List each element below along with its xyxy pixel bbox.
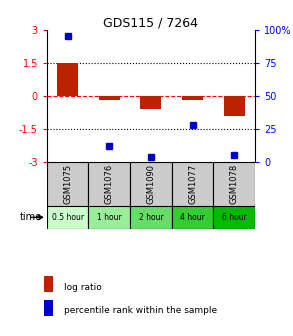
Text: time: time	[20, 212, 42, 222]
Bar	[141, 96, 161, 109]
Text: GSM1076: GSM1076	[105, 164, 114, 204]
Text: 1 hour: 1 hour	[97, 213, 122, 222]
Text: percentile rank within the sample: percentile rank within the sample	[64, 306, 218, 315]
Text: 6 hour: 6 hour	[222, 213, 246, 222]
Bar	[213, 162, 255, 206]
Bar	[99, 96, 120, 100]
Text: 4 hour: 4 hour	[180, 213, 205, 222]
Bar	[88, 162, 130, 206]
Bar	[172, 162, 213, 206]
Bar	[172, 206, 213, 229]
Text: 0.5 hour: 0.5 hour	[52, 213, 84, 222]
Text: GSM1075: GSM1075	[63, 164, 72, 204]
Bar	[213, 206, 255, 229]
Text: GSM1078: GSM1078	[230, 164, 239, 204]
Title: GDS115 / 7264: GDS115 / 7264	[103, 16, 198, 29]
Text: GSM1077: GSM1077	[188, 164, 197, 204]
Text: GSM1090: GSM1090	[146, 164, 155, 204]
Bar	[130, 206, 172, 229]
Text: log ratio: log ratio	[64, 283, 102, 292]
Bar	[130, 162, 172, 206]
Text: 2 hour: 2 hour	[139, 213, 163, 222]
Bar	[88, 206, 130, 229]
Bar	[47, 206, 88, 229]
Bar	[57, 63, 78, 96]
Bar	[182, 96, 203, 100]
Bar	[224, 96, 245, 116]
Bar	[47, 162, 88, 206]
